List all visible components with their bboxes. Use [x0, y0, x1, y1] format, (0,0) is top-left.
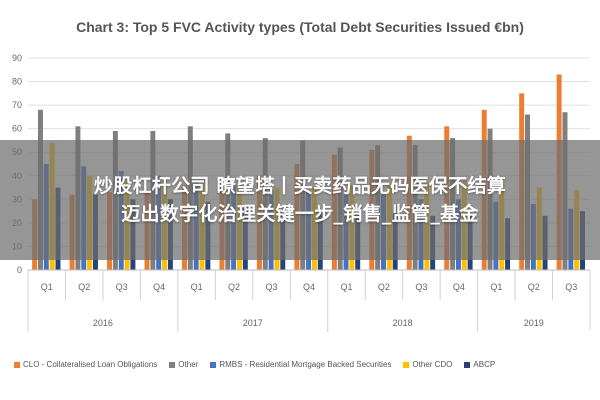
x-tick-label: Q3	[415, 282, 427, 292]
x-tick-label: Q1	[191, 282, 203, 292]
x-tick-label: Q2	[78, 282, 90, 292]
x-tick-label: Q2	[378, 282, 390, 292]
y-tick-label: 80	[12, 77, 22, 87]
chart-title: Chart 3: Top 5 FVC Activity types (Total…	[76, 19, 524, 35]
y-tick-label: 70	[12, 100, 22, 110]
legend-swatch	[210, 361, 217, 368]
legend-item: Other	[169, 360, 198, 369]
x-tick-label: Q4	[453, 282, 465, 292]
year-group-label: 2019	[524, 318, 544, 328]
x-tick-label: Q4	[153, 282, 165, 292]
x-tick-label: Q3	[266, 282, 278, 292]
legend-swatch	[169, 361, 176, 368]
headline-line-1: 炒股杠杆公司 瞭望塔丨买卖药品无码医保不结算	[93, 175, 507, 197]
year-group-label: 2018	[393, 318, 413, 328]
x-tick-label: Q1	[490, 282, 502, 292]
x-tick-label: Q1	[340, 282, 352, 292]
year-group-label: 2016	[93, 318, 113, 328]
legend-item: CLO - Collateralised Loan Obligations	[14, 360, 157, 369]
year-group-label: 2017	[243, 318, 263, 328]
y-tick-label: 60	[12, 124, 22, 134]
legend-label: CLO - Collateralised Loan Obligations	[23, 360, 158, 369]
headline-overlay: 炒股杠杆公司 瞭望塔丨买卖药品无码医保不结算 迈出数字化治理关键一步_销售_监管…	[0, 140, 600, 260]
x-tick-label: Q2	[228, 282, 240, 292]
y-tick-label: 90	[12, 53, 22, 63]
legend-label: Other	[178, 360, 199, 369]
legend-swatch	[403, 361, 410, 368]
legend-item: Other CDO	[403, 360, 452, 369]
legend-label: Other CDO	[412, 360, 453, 369]
x-tick-label: Q3	[116, 282, 128, 292]
legend-swatch	[14, 361, 20, 368]
x-tick-label: Q1	[41, 282, 53, 292]
legend-label: ABCP	[473, 360, 496, 369]
x-tick-label: Q4	[303, 282, 315, 292]
x-tick-label: Q3	[565, 282, 577, 292]
y-tick-label: 0	[17, 265, 22, 275]
legend-swatch	[464, 361, 471, 368]
headline-line-2: 迈出数字化治理关键一步_销售_监管_基金	[121, 203, 479, 225]
chart-legend: CLO - Collateralised Loan Obligations Oth…	[14, 360, 594, 369]
x-tick-label: Q2	[528, 282, 540, 292]
legend-item: ABCP	[464, 360, 495, 369]
legend-item: RMBS - Residential Mortgage Backed Secur…	[210, 360, 391, 369]
legend-label: RMBS - Residential Mortgage Backed Secur…	[219, 360, 392, 369]
